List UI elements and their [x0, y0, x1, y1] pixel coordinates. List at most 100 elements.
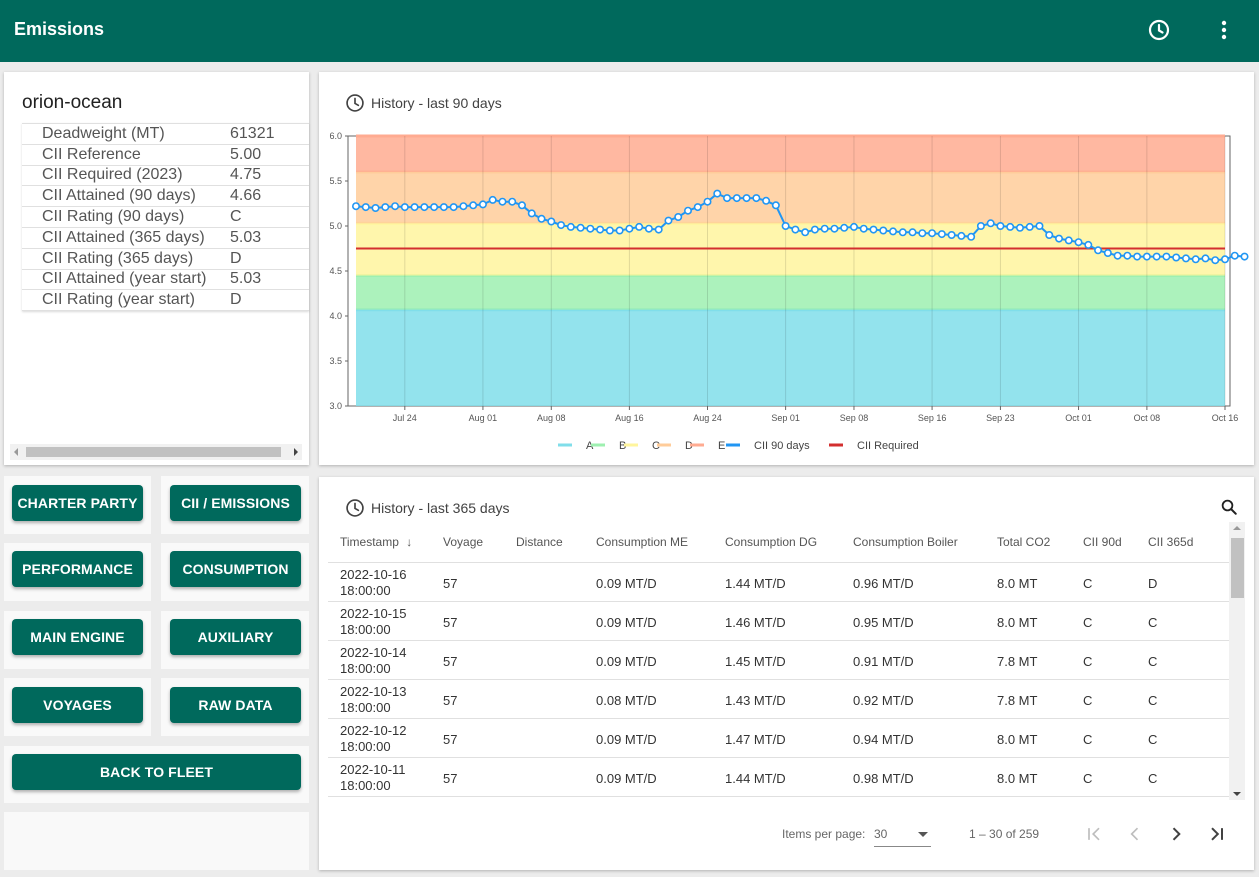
cell-cii365: C: [1148, 771, 1158, 786]
cell-ts: 2022-10-13 18:00:00: [340, 684, 407, 715]
scroll-right-icon[interactable]: [294, 448, 298, 456]
voyages-button[interactable]: VOYAGES: [12, 687, 143, 723]
info-label: CII Rating (year start): [42, 291, 195, 309]
cell-me: 0.09 MT/D: [596, 615, 657, 630]
scroll-down-icon[interactable]: [1233, 792, 1241, 796]
info-row: CII Rating (90 days) C: [22, 207, 309, 228]
column-header-voyage[interactable]: Voyage: [443, 535, 484, 549]
history-icon[interactable]: [1147, 18, 1171, 42]
info-value: 5.03: [230, 270, 262, 288]
info-value: 4.75: [230, 166, 262, 184]
info-value: D: [230, 291, 242, 309]
info-row: CII Rating (365 days) D: [22, 249, 309, 270]
cell-me: 0.09 MT/D: [596, 576, 657, 591]
cell-co2: 7.8 MT: [997, 654, 1038, 669]
cell-me: 0.09 MT/D: [596, 732, 657, 747]
cell-cii365: C: [1148, 732, 1158, 747]
table-row[interactable]: 2022-10-16 18:00:00 57 0.09 MT/D 1.44 MT/D 0…: [328, 563, 1229, 602]
cell-voyage: 57: [443, 693, 458, 708]
info-label: Deadweight (MT): [42, 124, 165, 142]
vertical-scrollbar[interactable]: [1229, 522, 1245, 800]
cell-boiler: 0.96 MT/D: [853, 576, 914, 591]
info-value: 4.66: [230, 187, 262, 205]
scroll-left-icon[interactable]: [14, 448, 18, 456]
performance-button[interactable]: PERFORMANCE: [12, 551, 143, 587]
column-header-consumption-me[interactable]: Consumption ME: [596, 535, 689, 549]
cell-dg: 1.47 MT/D: [725, 732, 786, 747]
table-row[interactable]: 2022-10-12 18:00:00 57 0.09 MT/D 1.47 MT/D 0…: [328, 719, 1229, 758]
info-value: C: [230, 208, 242, 226]
cii-emissions-button[interactable]: CII / EMISSIONS: [170, 485, 301, 521]
scroll-up-icon[interactable]: [1233, 526, 1241, 530]
table-row[interactable]: 2022-10-15 18:00:00 57 0.09 MT/D 1.46 MT/D 0…: [328, 602, 1229, 641]
cell-cii90: C: [1083, 654, 1093, 669]
history-90-card: History - last 90 days: [319, 72, 1254, 465]
cell-boiler: 0.94 MT/D: [853, 732, 914, 747]
column-header-total-co2[interactable]: Total CO2: [997, 535, 1051, 549]
more-vert-icon[interactable]: [1212, 18, 1236, 42]
history-icon: [346, 94, 364, 112]
vessel-name: orion-ocean: [22, 92, 123, 113]
scrollbar-thumb[interactable]: [26, 447, 281, 457]
history-365-header: History - last 365 days: [345, 498, 510, 518]
column-header-consumption-boiler[interactable]: Consumption Boiler: [853, 535, 958, 549]
cell-ts: 2022-10-14 18:00:00: [340, 645, 407, 676]
cell-cii90: C: [1083, 576, 1093, 591]
history-365-title: History - last 365 days: [371, 500, 510, 516]
cell-boiler: 0.91 MT/D: [853, 654, 914, 669]
info-row: CII Rating (year start) D: [22, 290, 309, 312]
first-page-icon[interactable]: [1084, 824, 1104, 849]
previous-page-icon[interactable]: [1125, 824, 1145, 849]
column-header-label: Timestamp: [340, 535, 399, 549]
info-row: CII Attained (90 days) 4.66: [22, 186, 309, 208]
charter-party-button[interactable]: CHARTER PARTY: [12, 485, 143, 521]
cell-ts: 2022-10-16 18:00:00: [340, 567, 407, 598]
back-to-fleet-button[interactable]: BACK TO FLEET: [12, 754, 301, 790]
info-row: Deadweight (MT) 61321: [22, 124, 309, 145]
cell-voyage: 57: [443, 732, 458, 747]
dropdown-arrow-icon: [918, 832, 928, 837]
horizontal-scrollbar[interactable]: [10, 444, 302, 460]
cell-boiler: 0.92 MT/D: [853, 693, 914, 708]
table-row[interactable]: 2022-10-11 18:00:00 57 0.09 MT/D 1.44 MT/D 0…: [328, 758, 1229, 797]
history-90-title: History - last 90 days: [371, 95, 502, 111]
auxiliary-button[interactable]: AUXILIARY: [170, 619, 301, 655]
cell-me: 0.09 MT/D: [596, 771, 657, 786]
cell-co2: 8.0 MT: [997, 732, 1038, 747]
items-per-page-select[interactable]: 30: [874, 827, 931, 847]
column-header-consumption-dg[interactable]: Consumption DG: [725, 535, 818, 549]
column-header-cii-90d[interactable]: CII 90d: [1083, 535, 1122, 549]
cell-ts: 2022-10-12 18:00:00: [340, 723, 407, 754]
cell-me: 0.08 MT/D: [596, 693, 657, 708]
info-label: CII Attained (90 days): [42, 187, 196, 205]
cell-dg: 1.46 MT/D: [725, 615, 786, 630]
main-engine-button[interactable]: MAIN ENGINE: [12, 619, 143, 655]
last-page-icon[interactable]: [1207, 824, 1227, 849]
info-row: CII Attained (year start) 5.03: [22, 270, 309, 291]
items-per-page-label: Items per page:: [782, 827, 866, 841]
items-per-page-value: 30: [874, 827, 888, 841]
table-row[interactable]: 2022-10-13 18:00:00 57 0.08 MT/D 1.43 MT/D 0…: [328, 680, 1229, 719]
cell-cii365: D: [1148, 576, 1158, 591]
table-row[interactable]: 2022-10-14 18:00:00 57 0.09 MT/D 1.45 MT/D 0…: [328, 641, 1229, 680]
consumption-button[interactable]: CONSUMPTION: [170, 551, 301, 587]
next-page-icon[interactable]: [1166, 824, 1186, 849]
cell-dg: 1.45 MT/D: [725, 654, 786, 669]
cell-voyage: 57: [443, 576, 458, 591]
info-row: CII Reference 5.00: [22, 145, 309, 166]
column-header-cii-365d[interactable]: CII 365d: [1148, 535, 1194, 549]
column-header-timestamp[interactable]: Timestamp ↓: [340, 535, 412, 549]
scrollbar-thumb[interactable]: [1231, 538, 1244, 598]
cell-co2: 7.8 MT: [997, 693, 1038, 708]
cell-cii90: C: [1083, 615, 1093, 630]
column-header-distance[interactable]: Distance: [516, 535, 563, 549]
info-value: D: [230, 249, 242, 267]
cell-dg: 1.43 MT/D: [725, 693, 786, 708]
search-icon[interactable]: [1220, 498, 1238, 521]
history-table: Timestamp ↓ Voyage Distance Consumption …: [328, 527, 1229, 803]
cell-ts: 2022-10-15 18:00:00: [340, 606, 407, 637]
page-range: 1 – 30 of 259: [969, 827, 1040, 841]
cell-cii90: C: [1083, 693, 1093, 708]
raw-data-button[interactable]: RAW DATA: [170, 687, 301, 723]
info-label: CII Attained (year start): [42, 270, 207, 288]
